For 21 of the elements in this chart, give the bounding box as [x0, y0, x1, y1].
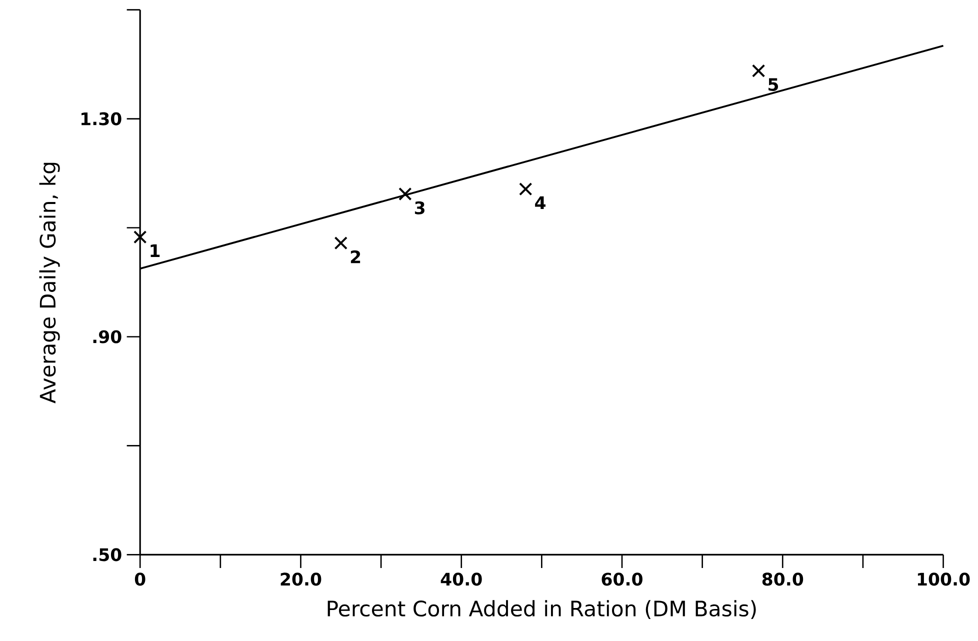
x-axis-title: Percent Corn Added in Ration (DM Basis): [328, 600, 756, 620]
annotation: 1: [150, 244, 160, 258]
annotation: 3: [414, 201, 424, 214]
x-tick-label: 100.0: [918, 572, 970, 586]
annotation: 5: [768, 78, 778, 92]
x-tick-label: 80.0: [762, 572, 804, 586]
annotation: 4: [535, 196, 546, 210]
point: [518, 182, 532, 196]
x-tick-label: 0: [134, 572, 146, 586]
x-tick-label: 60.0: [602, 572, 642, 586]
y-tick-label: 1.30: [82, 112, 122, 126]
y-tick-label: .90: [93, 330, 122, 344]
point: [133, 230, 147, 244]
y-axis-title: Average Daily Gain, kg: [39, 162, 60, 404]
point: [334, 236, 348, 250]
annotation: 2: [350, 250, 360, 264]
x-tick-label: 20.0: [280, 572, 322, 586]
point: [752, 64, 766, 78]
y-tick-label: .50: [93, 548, 122, 562]
point: [398, 187, 412, 201]
x-tick-label: 40.0: [440, 572, 482, 586]
